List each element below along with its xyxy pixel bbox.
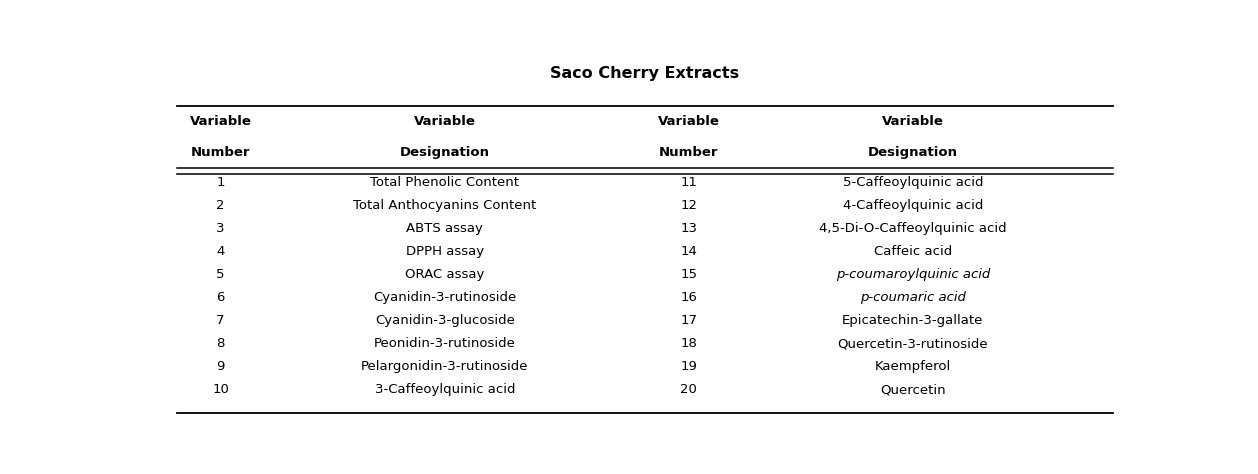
Text: p-coumaric acid: p-coumaric acid: [860, 291, 966, 304]
Text: Epicatechin-3-gallate: Epicatechin-3-gallate: [842, 314, 984, 327]
Text: DPPH assay: DPPH assay: [406, 245, 484, 258]
Text: Caffeic acid: Caffeic acid: [874, 245, 952, 258]
Text: ORAC assay: ORAC assay: [405, 268, 484, 281]
Text: ABTS assay: ABTS assay: [406, 222, 483, 235]
Text: Variable: Variable: [414, 115, 476, 128]
Text: 3: 3: [216, 222, 225, 235]
Text: 2: 2: [216, 199, 225, 212]
Text: Total Anthocyanins Content: Total Anthocyanins Content: [353, 199, 536, 212]
Text: Cyanidin-3-rutinoside: Cyanidin-3-rutinoside: [374, 291, 517, 304]
Text: 18: 18: [681, 337, 697, 350]
Text: 8: 8: [216, 337, 225, 350]
Text: 4-Caffeoylquinic acid: 4-Caffeoylquinic acid: [843, 199, 982, 212]
Text: Kaempferol: Kaempferol: [874, 360, 951, 373]
Text: 19: 19: [681, 360, 697, 373]
Text: Designation: Designation: [400, 146, 489, 159]
Text: p-coumaroylquinic acid: p-coumaroylquinic acid: [835, 268, 990, 281]
Text: Quercetin: Quercetin: [881, 383, 946, 396]
Text: 17: 17: [681, 314, 697, 327]
Text: Designation: Designation: [868, 146, 957, 159]
Text: 16: 16: [681, 291, 697, 304]
Text: Saco Cherry Extracts: Saco Cherry Extracts: [550, 66, 740, 81]
Text: Quercetin-3-rutinoside: Quercetin-3-rutinoside: [838, 337, 988, 350]
Text: 1: 1: [216, 176, 225, 189]
Text: 5: 5: [216, 268, 225, 281]
Text: 6: 6: [216, 291, 225, 304]
Text: Variable: Variable: [882, 115, 944, 128]
Text: 11: 11: [681, 176, 697, 189]
Text: 3-Caffeoylquinic acid: 3-Caffeoylquinic acid: [375, 383, 515, 396]
Text: Total Phenolic Content: Total Phenolic Content: [370, 176, 520, 189]
Text: Variable: Variable: [658, 115, 720, 128]
Text: 4: 4: [216, 245, 225, 258]
Text: 14: 14: [681, 245, 697, 258]
Text: 4,5-Di-O-Caffeoylquinic acid: 4,5-Di-O-Caffeoylquinic acid: [819, 222, 1006, 235]
Text: 7: 7: [216, 314, 225, 327]
Text: 10: 10: [213, 383, 229, 396]
Text: Cyanidin-3-glucoside: Cyanidin-3-glucoside: [375, 314, 515, 327]
Text: Peonidin-3-rutinoside: Peonidin-3-rutinoside: [374, 337, 516, 350]
Text: 12: 12: [681, 199, 697, 212]
Text: Variable: Variable: [190, 115, 252, 128]
Text: Number: Number: [659, 146, 718, 159]
Text: 9: 9: [216, 360, 225, 373]
Text: 5-Caffeoylquinic acid: 5-Caffeoylquinic acid: [843, 176, 982, 189]
Text: 13: 13: [681, 222, 697, 235]
Text: 20: 20: [681, 383, 697, 396]
Text: Number: Number: [191, 146, 250, 159]
Text: Pelargonidin-3-rutinoside: Pelargonidin-3-rutinoside: [361, 360, 528, 373]
Text: 15: 15: [681, 268, 697, 281]
